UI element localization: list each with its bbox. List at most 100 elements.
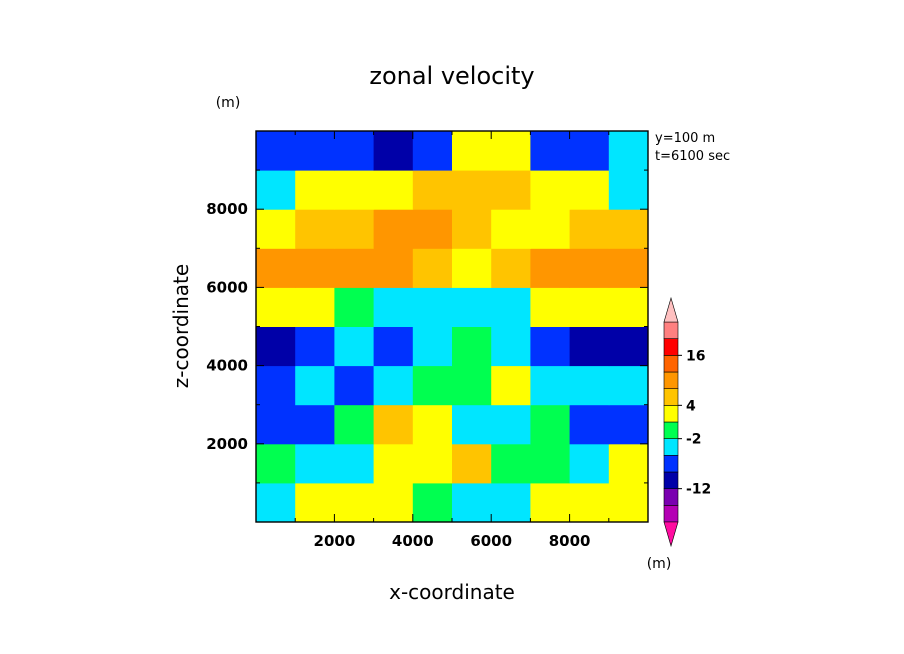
heatmap-cell <box>569 248 610 288</box>
heatmap-cell <box>530 365 571 406</box>
x-tick-label: 8000 <box>549 532 591 550</box>
heatmap-cell <box>530 482 571 523</box>
heatmap-cell <box>452 365 492 406</box>
heatmap-cell <box>452 443 492 484</box>
heatmap-cell <box>569 365 610 406</box>
heatmap-cell <box>256 287 296 327</box>
heatmap-cell <box>608 326 649 367</box>
heatmap-cell <box>412 482 453 523</box>
heatmap-cell <box>530 209 571 249</box>
heatmap-cell <box>412 131 453 171</box>
heatmap-cell <box>256 443 296 484</box>
heatmap-cell <box>295 287 335 327</box>
heatmap-cell <box>334 443 375 484</box>
y-tick-label: 2000 <box>206 435 248 453</box>
heatmap-cell <box>530 287 571 327</box>
heatmap-cell <box>491 326 531 367</box>
x-axis-label: x-coordinate <box>389 580 515 604</box>
heatmap-cell <box>491 170 531 210</box>
heatmap-cell <box>256 482 296 523</box>
colorbar-tick-label: 4 <box>686 398 696 414</box>
heatmap-cell <box>334 365 375 406</box>
heatmap-cell <box>491 248 531 288</box>
heatmap-cell <box>608 209 649 249</box>
heatmap-cell <box>412 170 453 210</box>
heatmap-cell <box>256 209 296 249</box>
heatmap-cell <box>334 170 375 210</box>
heatmap-cell <box>569 131 610 171</box>
heatmap-cell <box>295 248 335 288</box>
heatmap-cell <box>295 170 335 210</box>
axis-ticks: 2000 4000 6000 8000 2000 4000 6000 8000 <box>206 131 648 550</box>
heatmap-cell <box>256 170 296 210</box>
colorbar-tick-label: -2 <box>686 432 702 448</box>
heatmap-cell <box>569 287 610 327</box>
y-axis-unit: (m) <box>216 95 241 111</box>
colorbar-segment <box>663 505 679 523</box>
colorbar-unit: (m) <box>647 556 672 572</box>
heatmap-cell <box>295 209 335 249</box>
heatmap-cell <box>334 404 375 445</box>
heatmap-cell <box>608 404 649 445</box>
colorbar-segment <box>663 488 679 506</box>
heatmap-cell <box>373 404 414 445</box>
colorbar-tick-label: 16 <box>686 348 705 364</box>
heatmap-cell <box>452 131 492 171</box>
heatmap-cell <box>569 326 610 367</box>
heatmap-cell <box>373 170 414 210</box>
heatmap-cell <box>295 365 335 406</box>
heatmap-cell <box>608 443 649 484</box>
heatmap-cell <box>569 404 610 445</box>
x-tick-label: 6000 <box>470 532 512 550</box>
heatmap-cell <box>569 170 610 210</box>
heatmap-cell <box>295 443 335 484</box>
heatmap-cell <box>530 443 571 484</box>
heatmap-cell <box>334 209 375 249</box>
heatmap-cell <box>491 482 531 523</box>
heatmap-cell <box>373 131 414 171</box>
heatmap-cell <box>334 287 375 327</box>
heatmap-cell <box>491 365 531 406</box>
x-tick-label: 4000 <box>392 532 434 550</box>
heatmap-cell <box>334 248 375 288</box>
heatmap-cell <box>295 131 335 171</box>
heatmap-cell <box>373 443 414 484</box>
colorbar-segment <box>663 388 679 406</box>
heatmap-cell <box>452 482 492 523</box>
heatmap-cell <box>295 404 335 445</box>
heatmap-cell <box>373 482 414 523</box>
heatmap-cell <box>412 209 453 249</box>
heatmap-cell <box>530 248 571 288</box>
heatmap-cell <box>608 131 649 171</box>
heatmap-cell <box>256 365 296 406</box>
x-tick-label: 2000 <box>314 532 356 550</box>
chart-title: zonal velocity <box>369 62 534 90</box>
heatmap-cell <box>452 170 492 210</box>
heatmap-cell <box>373 248 414 288</box>
heatmap-cell <box>491 131 531 171</box>
annotation-y: y=100 m <box>655 131 715 146</box>
heatmap-cell <box>256 131 296 171</box>
colorbar-low-triangle <box>663 521 679 548</box>
y-tick-label: 6000 <box>206 278 248 296</box>
heatmap-cell <box>412 443 453 484</box>
heatmap-cell <box>373 365 414 406</box>
heatmap-cell <box>569 443 610 484</box>
colorbar-segment <box>663 421 679 439</box>
heatmap-cell <box>569 482 610 523</box>
heatmap-cell <box>452 326 492 367</box>
y-tick-label: 8000 <box>206 200 248 218</box>
heatmap-cell <box>334 326 375 367</box>
heatmap-cell <box>530 170 571 210</box>
heatmap-cell <box>452 209 492 249</box>
heatmap-cell <box>295 326 335 367</box>
colorbar-segment <box>663 355 679 373</box>
colorbar-segment <box>663 438 679 456</box>
colorbar-segment <box>663 405 679 423</box>
heatmap-cell <box>373 287 414 327</box>
heatmap-cell <box>491 443 531 484</box>
heatmap-cell <box>334 131 375 171</box>
plot-area <box>256 131 649 523</box>
heatmap-cell <box>412 287 453 327</box>
